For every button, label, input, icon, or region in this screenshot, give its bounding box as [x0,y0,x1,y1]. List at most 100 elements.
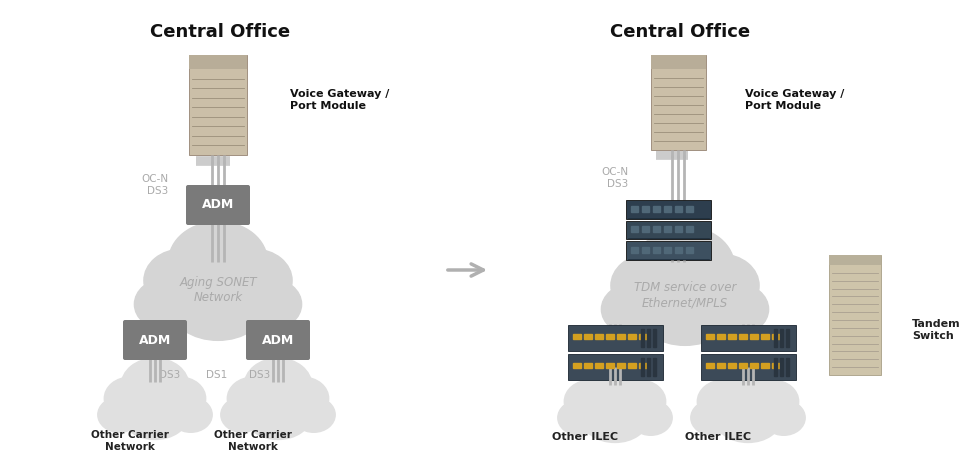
Ellipse shape [629,400,672,435]
Bar [653,329,656,347]
Ellipse shape [244,358,311,413]
Ellipse shape [228,377,280,420]
Ellipse shape [714,361,782,416]
Ellipse shape [277,377,329,420]
Text: DS3: DS3 [159,370,180,380]
Ellipse shape [153,377,205,420]
Text: Central Office: Central Office [610,23,750,41]
Bar [595,363,602,368]
Text: ADM: ADM [262,333,294,346]
Text: Central Office: Central Office [150,23,290,41]
Ellipse shape [635,226,735,306]
Ellipse shape [104,377,156,420]
Ellipse shape [602,284,664,335]
Bar [630,226,637,232]
Bar [685,206,692,212]
Bar [716,363,725,368]
Bar [653,358,656,376]
Bar [780,358,783,376]
Bar [640,358,644,376]
Bar [640,329,644,347]
Ellipse shape [221,397,264,433]
FancyBboxPatch shape [189,55,247,155]
Bar [647,329,650,347]
Bar [617,334,625,339]
Text: ADM: ADM [201,198,234,212]
Text: DS1: DS1 [710,371,731,381]
Ellipse shape [292,397,335,433]
Text: OC-N
DS3: OC-N DS3 [141,174,168,196]
Bar [786,358,789,376]
Bar [738,363,746,368]
Bar [638,363,647,368]
Ellipse shape [637,279,733,345]
Text: Other Carrier
Network: Other Carrier Network [91,430,169,451]
Bar [653,247,659,253]
Bar [771,363,780,368]
Text: Aging SONET
Network: Aging SONET Network [179,276,256,304]
Bar [749,334,758,339]
Bar [738,334,746,339]
Bar [573,334,580,339]
Bar [573,363,580,368]
Ellipse shape [216,249,292,312]
Ellipse shape [171,274,265,341]
Ellipse shape [134,279,197,330]
Ellipse shape [691,400,734,435]
FancyBboxPatch shape [626,200,710,219]
FancyBboxPatch shape [568,325,662,351]
Bar [663,247,671,253]
Ellipse shape [97,397,141,433]
Bar [641,247,649,253]
FancyBboxPatch shape [626,241,710,260]
Bar [583,363,592,368]
Ellipse shape [747,380,799,423]
Ellipse shape [564,380,616,423]
Bar [685,247,692,253]
FancyBboxPatch shape [701,354,795,380]
Bar [641,226,649,232]
FancyBboxPatch shape [123,320,187,360]
Ellipse shape [763,400,805,435]
Ellipse shape [239,279,302,330]
FancyBboxPatch shape [186,185,250,225]
Text: Voice Gateway /
Port Module: Voice Gateway / Port Module [745,89,844,111]
Text: DS3: DS3 [620,371,641,381]
Bar [675,226,682,232]
Bar [728,334,736,339]
Bar [605,363,613,368]
Ellipse shape [144,249,220,312]
FancyBboxPatch shape [651,55,706,150]
Bar [638,334,647,339]
Bar [780,329,783,347]
Bar [653,226,659,232]
Bar [761,363,768,368]
Bar [773,358,776,376]
Bar [641,206,649,212]
Bar [595,334,602,339]
Bar [628,363,635,368]
Bar [628,334,635,339]
Text: DS1: DS1 [206,370,228,380]
FancyBboxPatch shape [626,221,710,239]
Ellipse shape [697,380,749,423]
Text: Voice Gateway /
Port Module: Voice Gateway / Port Module [290,89,389,111]
Bar [605,334,613,339]
Ellipse shape [582,397,648,442]
Text: TDM service over
Ethernet/MPLS: TDM service over Ethernet/MPLS [633,281,736,309]
Ellipse shape [246,394,310,439]
Ellipse shape [581,361,649,416]
Bar [685,226,692,232]
Bar [706,363,713,368]
Ellipse shape [715,397,781,442]
FancyBboxPatch shape [189,55,247,69]
FancyBboxPatch shape [246,320,310,360]
Ellipse shape [683,254,759,317]
Bar [630,247,637,253]
Bar [675,247,682,253]
Text: OC-N
DS3: OC-N DS3 [601,167,628,189]
Bar [663,206,671,212]
Bar [675,206,682,212]
Text: DS3: DS3 [250,370,271,380]
Bar [728,363,736,368]
